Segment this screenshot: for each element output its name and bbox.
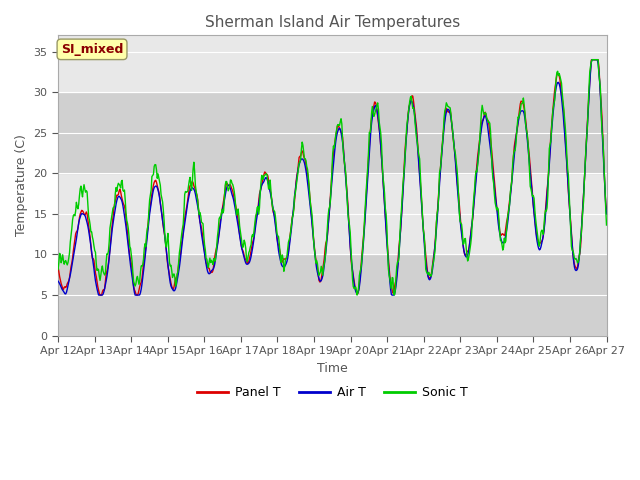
Bar	[58, 36, 607, 92]
Title: Sherman Island Air Temperatures: Sherman Island Air Temperatures	[205, 15, 460, 30]
Bar	[58, 173, 607, 254]
Text: SI_mixed: SI_mixed	[61, 43, 124, 56]
Y-axis label: Temperature (C): Temperature (C)	[15, 134, 28, 237]
Bar	[58, 92, 607, 173]
X-axis label: Time: Time	[317, 361, 348, 374]
Legend: Panel T, Air T, Sonic T: Panel T, Air T, Sonic T	[192, 382, 472, 405]
